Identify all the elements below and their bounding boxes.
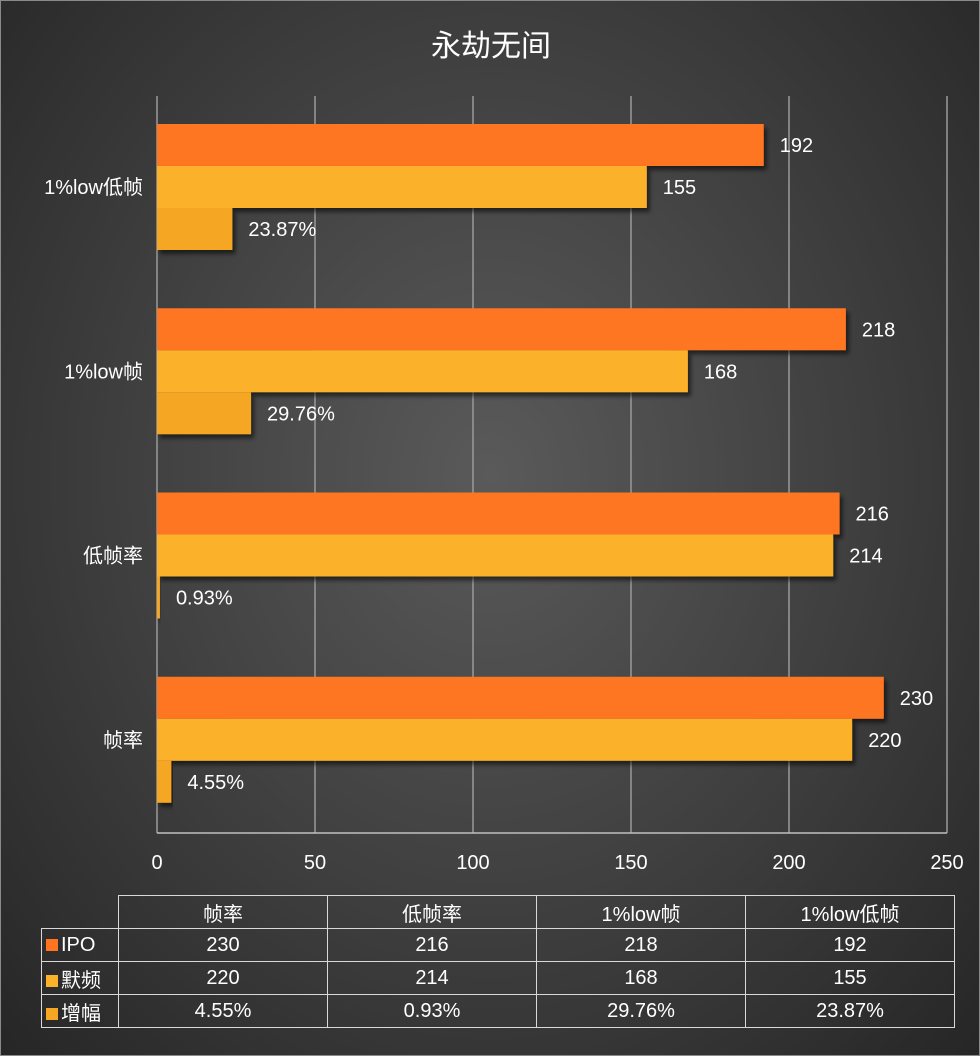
data-label: 23.87% [248, 219, 316, 241]
bar-default [157, 166, 647, 208]
x-tick-label: 150 [614, 852, 647, 874]
bar-increase [157, 208, 233, 250]
legend-key-icon [46, 974, 58, 987]
data-label: 29.76% [267, 403, 335, 425]
bar-ipo [157, 124, 764, 166]
x-tick-label: 50 [304, 852, 326, 874]
table-cell: 218 [536, 928, 746, 962]
bar-increase [157, 576, 160, 619]
table-cell: 155 [745, 961, 955, 995]
table-column-header: 低帧率 [327, 895, 537, 929]
bar-chart: 0 50 100 150 200 250 帧率 230 220 4.55% 低帧率 216 214 0.9… [44, 96, 964, 874]
table-cell: 192 [745, 928, 955, 962]
data-label: 155 [663, 177, 696, 199]
series-name: IPO [61, 933, 96, 956]
series-name: 默频 [61, 969, 101, 992]
table-cell: 29.76% [536, 994, 746, 1028]
table-corner [42, 896, 119, 929]
data-label: 230 [900, 688, 933, 710]
bar-default [157, 350, 688, 393]
table-row: IPO 230 216 218 192 [41, 928, 955, 962]
data-label: 0.93% [176, 588, 233, 610]
table-cell: 230 [118, 928, 328, 962]
table-column-header: 帧率 [118, 895, 328, 929]
data-label: 168 [704, 361, 737, 383]
table-cell: 168 [536, 961, 746, 995]
data-label: 216 [856, 504, 889, 526]
x-tick-label: 200 [772, 852, 805, 874]
category-label: 1%low低帧 [44, 176, 143, 199]
chart-title: 永劫无间 [431, 29, 551, 64]
bar-ipo [157, 676, 884, 719]
category-label: 1%low帧 [64, 360, 143, 383]
table-cell: 216 [327, 928, 537, 962]
x-tick-label: 100 [456, 852, 489, 874]
data-table: 帧率 低帧率 1%low帧 1%low低帧 IPO 230 216 218 192 默频 220 21… [41, 895, 955, 1028]
data-label: 218 [862, 319, 895, 341]
bar-default [157, 534, 834, 577]
data-label: 220 [868, 730, 901, 752]
bar-ipo [157, 492, 840, 535]
bar-default [157, 718, 853, 761]
table-cell: 220 [118, 961, 328, 995]
category-label: 帧率 [103, 729, 143, 752]
table-cell: 4.55% [118, 994, 328, 1028]
legend-entry: IPO [41, 928, 119, 962]
data-label: 4.55% [187, 772, 244, 794]
table-row: 默频 220 214 168 155 [41, 961, 955, 995]
legend-entry: 默频 [41, 961, 119, 995]
legend-entry: 增幅 [41, 994, 119, 1028]
table-cell: 23.87% [745, 994, 955, 1028]
table-row: 增幅 4.55% 0.93% 29.76% 23.87% [41, 994, 955, 1028]
data-label: 214 [849, 546, 882, 568]
table-header-row: 帧率 低帧率 1%low帧 1%low低帧 [42, 895, 955, 929]
category-label: 低帧率 [83, 545, 143, 568]
legend-key-icon [46, 938, 58, 951]
bar-increase [157, 760, 172, 803]
table-cell: 214 [327, 961, 537, 995]
x-tick-label: 250 [930, 852, 963, 874]
bar-ipo [157, 308, 846, 351]
table-column-header: 1%low帧 [536, 895, 746, 929]
data-label: 192 [780, 135, 813, 157]
table-cell: 0.93% [327, 994, 537, 1028]
bar-increase [157, 392, 252, 435]
table-column-header: 1%low低帧 [745, 895, 955, 929]
legend-key-icon [46, 1007, 58, 1020]
x-tick-label: 0 [151, 852, 162, 874]
series-name: 增幅 [61, 1002, 101, 1025]
